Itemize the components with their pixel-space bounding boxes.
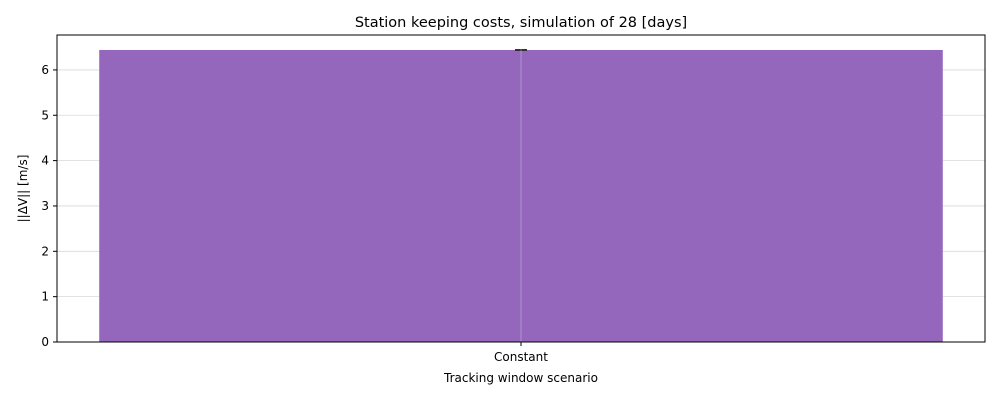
y-tick-label-6: 6: [41, 63, 49, 77]
y-tick-label-1: 1: [41, 290, 49, 304]
y-axis-ticks: 0 1 2 3 4 5 6: [41, 63, 57, 349]
bars: [99, 49, 943, 343]
chart-title: Station keeping costs, simulation of 28 …: [355, 15, 687, 31]
y-tick-label-2: 2: [41, 244, 49, 258]
x-axis-label: Tracking window scenario: [443, 371, 598, 385]
x-axis-ticks: Constant: [494, 342, 548, 364]
x-tick-label-0: Constant: [494, 350, 548, 364]
bar-constant: [99, 49, 943, 343]
y-tick-label-3: 3: [41, 199, 49, 213]
y-axis-label: ||ΔV|| [m/s]: [16, 155, 30, 223]
y-tick-label-4: 4: [41, 154, 49, 168]
y-tick-label-5: 5: [41, 108, 49, 122]
y-tick-label-0: 0: [41, 335, 49, 349]
